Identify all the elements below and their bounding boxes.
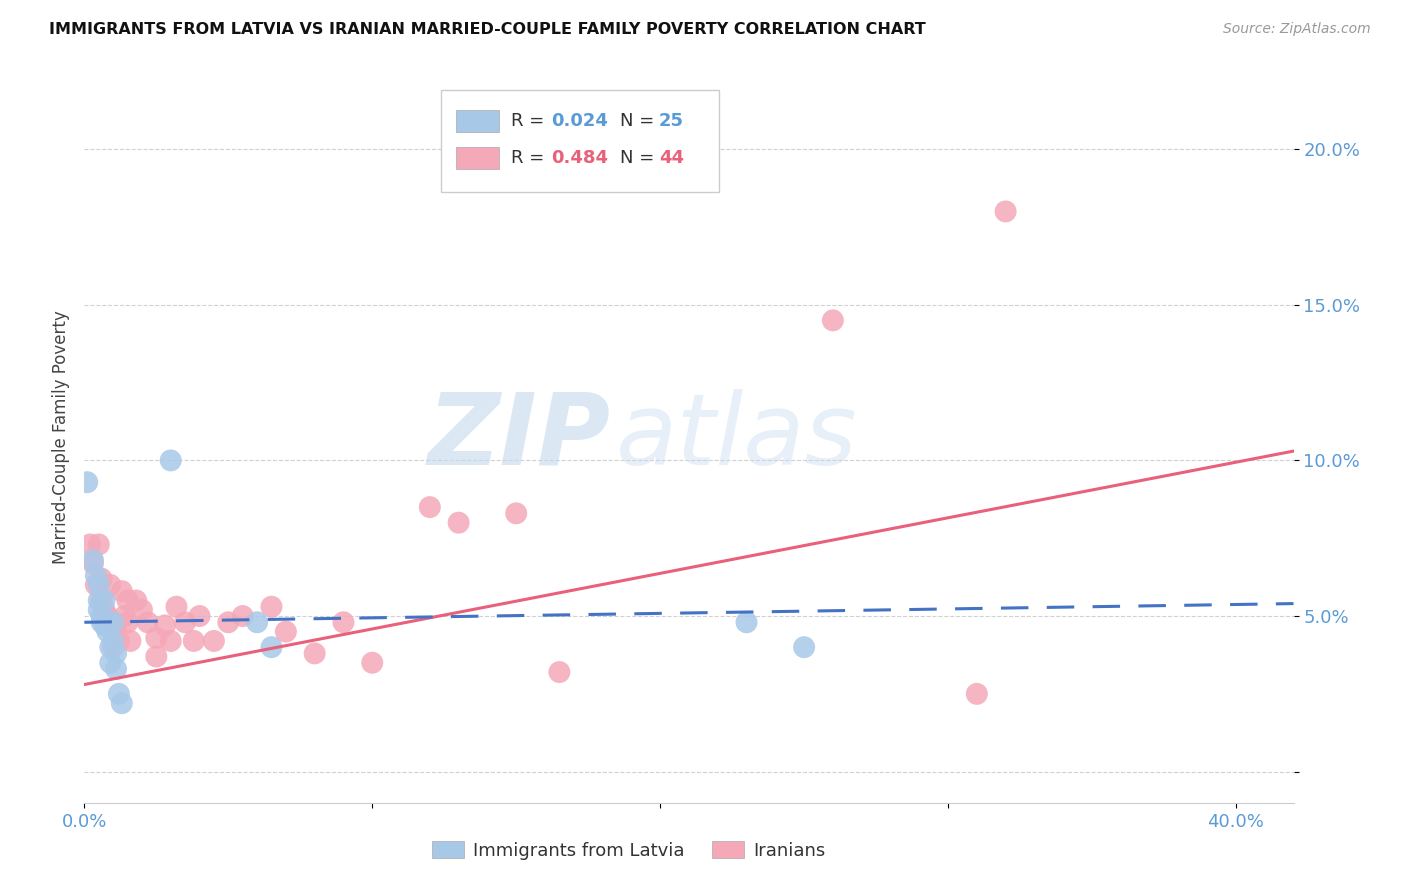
Point bbox=[93, 618, 115, 632]
Point bbox=[90, 593, 112, 607]
Point bbox=[96, 624, 118, 639]
Text: 0.484: 0.484 bbox=[551, 149, 609, 167]
Point bbox=[260, 599, 283, 614]
Text: 25: 25 bbox=[659, 112, 683, 130]
Point bbox=[101, 615, 124, 630]
Point bbox=[966, 687, 988, 701]
Point bbox=[105, 662, 128, 676]
Point bbox=[111, 584, 134, 599]
Point bbox=[232, 609, 254, 624]
Point bbox=[183, 634, 205, 648]
Point bbox=[166, 599, 188, 614]
Point bbox=[105, 624, 128, 639]
Text: 0.024: 0.024 bbox=[551, 112, 607, 130]
Point bbox=[93, 593, 115, 607]
Point bbox=[217, 615, 239, 630]
Point bbox=[332, 615, 354, 630]
Point bbox=[131, 603, 153, 617]
Text: R =: R = bbox=[512, 149, 550, 167]
Bar bbox=[456, 146, 499, 169]
Point bbox=[120, 634, 142, 648]
Point bbox=[90, 615, 112, 630]
Point bbox=[101, 640, 124, 655]
Point bbox=[117, 615, 139, 630]
Point bbox=[87, 578, 110, 592]
Point bbox=[202, 634, 225, 648]
Point bbox=[84, 568, 107, 582]
Point bbox=[98, 578, 121, 592]
Point bbox=[117, 593, 139, 607]
Point bbox=[111, 696, 134, 710]
Point bbox=[994, 204, 1017, 219]
Point bbox=[793, 640, 815, 655]
Text: 44: 44 bbox=[659, 149, 683, 167]
Point bbox=[735, 615, 758, 630]
Point bbox=[101, 615, 124, 630]
Point bbox=[447, 516, 470, 530]
Point bbox=[159, 453, 181, 467]
Point bbox=[821, 313, 844, 327]
Point bbox=[505, 506, 527, 520]
Point bbox=[96, 609, 118, 624]
Point bbox=[108, 687, 131, 701]
Point bbox=[79, 537, 101, 551]
Point bbox=[153, 618, 176, 632]
Point bbox=[188, 609, 211, 624]
Point bbox=[82, 556, 104, 570]
Point bbox=[84, 578, 107, 592]
Point bbox=[105, 647, 128, 661]
Bar bbox=[456, 110, 499, 132]
Point bbox=[76, 475, 98, 490]
Text: ZIP: ZIP bbox=[427, 389, 610, 485]
Y-axis label: Married-Couple Family Poverty: Married-Couple Family Poverty bbox=[52, 310, 70, 564]
Point bbox=[93, 603, 115, 617]
Point bbox=[246, 615, 269, 630]
Text: R =: R = bbox=[512, 112, 550, 130]
Legend: Immigrants from Latvia, Iranians: Immigrants from Latvia, Iranians bbox=[425, 834, 832, 867]
Point bbox=[87, 603, 110, 617]
Point bbox=[90, 609, 112, 624]
Point bbox=[87, 593, 110, 607]
Point bbox=[90, 572, 112, 586]
Point bbox=[101, 634, 124, 648]
Point bbox=[361, 656, 384, 670]
Point bbox=[98, 640, 121, 655]
Point bbox=[419, 500, 441, 515]
Point bbox=[260, 640, 283, 655]
Point bbox=[145, 649, 167, 664]
Point bbox=[174, 615, 197, 630]
Point bbox=[98, 656, 121, 670]
Point bbox=[87, 537, 110, 551]
FancyBboxPatch shape bbox=[441, 90, 720, 192]
Point bbox=[114, 609, 136, 624]
Point bbox=[136, 615, 159, 630]
Point bbox=[274, 624, 297, 639]
Point bbox=[125, 593, 148, 607]
Point bbox=[304, 647, 326, 661]
Text: Source: ZipAtlas.com: Source: ZipAtlas.com bbox=[1223, 22, 1371, 37]
Text: N =: N = bbox=[620, 149, 659, 167]
Point bbox=[159, 634, 181, 648]
Point bbox=[548, 665, 571, 679]
Text: IMMIGRANTS FROM LATVIA VS IRANIAN MARRIED-COUPLE FAMILY POVERTY CORRELATION CHAR: IMMIGRANTS FROM LATVIA VS IRANIAN MARRIE… bbox=[49, 22, 927, 37]
Point bbox=[96, 615, 118, 630]
Point bbox=[82, 553, 104, 567]
Point bbox=[108, 634, 131, 648]
Text: atlas: atlas bbox=[616, 389, 858, 485]
Text: N =: N = bbox=[620, 112, 659, 130]
Point bbox=[145, 631, 167, 645]
